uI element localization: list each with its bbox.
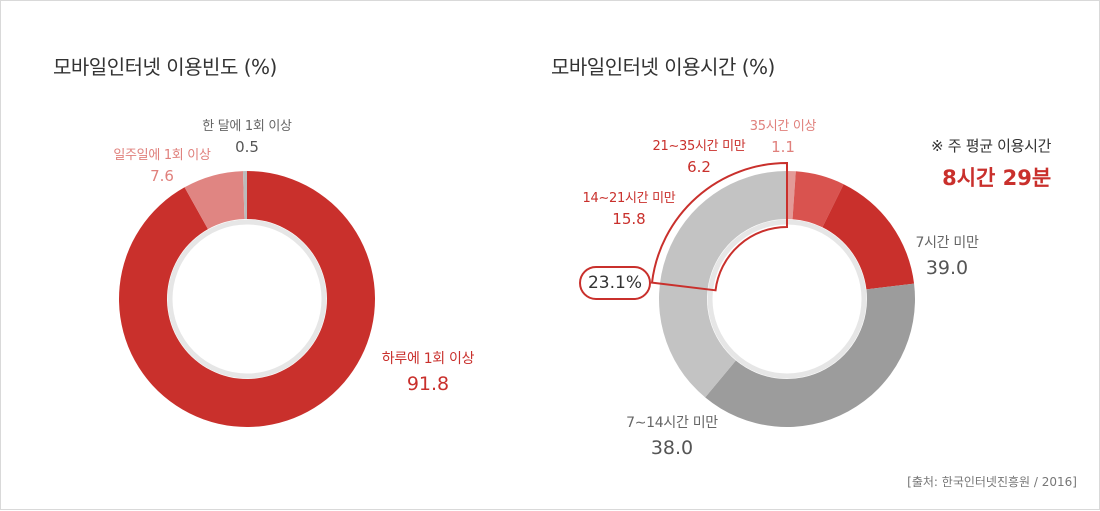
time-red-group-bracket xyxy=(650,161,788,292)
time-slice-3 xyxy=(705,283,915,427)
time-slice-4 xyxy=(658,171,787,398)
label-under-7h: 7시간 미만 39.0 xyxy=(915,235,979,279)
weekly-average: ※ 주 평균 이용시간 8시간 29분 xyxy=(931,135,1051,192)
label-14-21h: 14∼21시간 미만 15.8 xyxy=(582,191,676,229)
weekly-average-label: ※ 주 평균 이용시간 xyxy=(931,137,1052,155)
label-daily: 하루에 1회 이상 91.8 xyxy=(381,351,475,395)
time-slice-1 xyxy=(792,171,844,228)
highlight-total-badge: 23.1% xyxy=(579,266,651,300)
time-slice-0 xyxy=(787,171,796,220)
label-monthly: 한 달에 1회 이상 0.5 xyxy=(202,119,292,157)
weekly-average-value: 8시간 29분 xyxy=(942,166,1052,190)
frequency-slice-2 xyxy=(242,171,247,220)
label-35h-plus: 35시간 이상 1.1 xyxy=(749,119,817,157)
time-slice-2 xyxy=(822,184,915,290)
label-weekly: 일주일에 1회 이상 7.6 xyxy=(113,148,211,186)
time-inner-ring xyxy=(707,219,867,379)
source-note: [출처: 한국인터넷진흥원 / 2016] xyxy=(907,475,1077,489)
frequency-chart-title: 모바일인터넷 이용빈도 (%) xyxy=(53,55,277,79)
label-7-14h: 7∼14시간 미만 38.0 xyxy=(626,415,718,459)
frequency-inner-ring xyxy=(167,219,327,379)
label-21-35h: 21∼35시간 미만 6.2 xyxy=(652,139,746,177)
frequency-slice-1 xyxy=(184,171,245,230)
frequency-slice-0 xyxy=(119,171,375,427)
time-chart-title: 모바일인터넷 이용시간 (%) xyxy=(551,55,775,79)
